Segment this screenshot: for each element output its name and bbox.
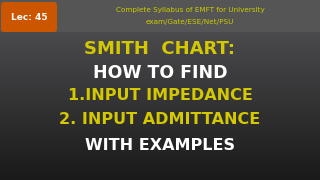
- Text: 1.INPUT IMPEDANCE: 1.INPUT IMPEDANCE: [68, 89, 252, 104]
- Text: exam/Gate/ESE/Net/PSU: exam/Gate/ESE/Net/PSU: [146, 19, 234, 25]
- FancyBboxPatch shape: [0, 0, 320, 32]
- Text: 2. INPUT ADMITTANCE: 2. INPUT ADMITTANCE: [60, 112, 260, 127]
- Text: SMITH  CHART:: SMITH CHART:: [84, 40, 236, 58]
- FancyBboxPatch shape: [1, 2, 57, 32]
- Text: WITH EXAMPLES: WITH EXAMPLES: [85, 138, 235, 152]
- Text: Lec: 45: Lec: 45: [11, 12, 47, 21]
- Text: Complete Syllabus of EMFT for University: Complete Syllabus of EMFT for University: [116, 7, 264, 13]
- Text: HOW TO FIND: HOW TO FIND: [93, 64, 227, 82]
